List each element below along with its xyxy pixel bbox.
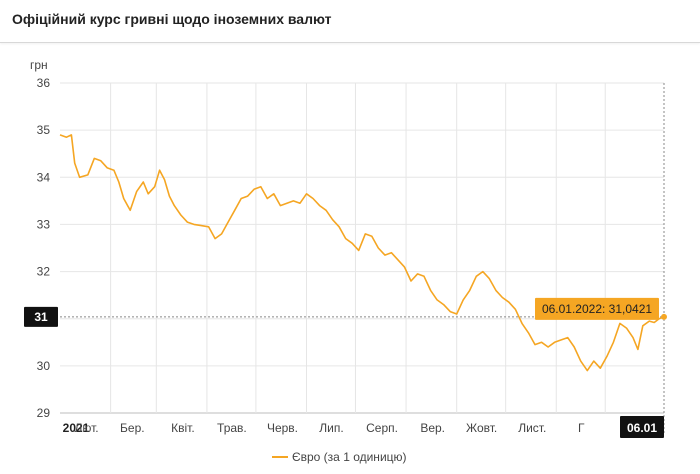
tooltip-text: 06.01.2022: 31,0421 bbox=[542, 302, 652, 316]
y-tick-label: 29 bbox=[37, 406, 51, 420]
y-crosshair-label: 31 bbox=[24, 306, 58, 327]
x-tick-label: Лют. bbox=[75, 421, 99, 435]
x-tick-label: Трав. bbox=[217, 421, 247, 435]
x-tick-label: Вер. bbox=[420, 421, 445, 435]
y-tick-label: 35 bbox=[37, 123, 51, 137]
x-crosshair-label: 06.01 bbox=[620, 416, 664, 438]
x-tick-label: Лист. bbox=[518, 421, 546, 435]
y-tick-label: 34 bbox=[37, 170, 51, 184]
tooltip: 06.01.2022: 31,0421 bbox=[535, 297, 659, 320]
legend[interactable]: Євро (за 1 одиницю) bbox=[272, 450, 407, 464]
hover-marker bbox=[661, 313, 667, 320]
x-tick-label: 2021 bbox=[63, 421, 90, 435]
chart-header: Офіційний курс гривні щодо іноземних вал… bbox=[0, 0, 700, 43]
x-tick-label: Квіт. bbox=[171, 421, 195, 435]
x-crosshair-value: 06.01 bbox=[627, 421, 657, 435]
y-axis-label: грн bbox=[30, 58, 48, 72]
grid bbox=[60, 82, 664, 414]
y-tick-label: 33 bbox=[37, 217, 51, 231]
x-tick-label: Серп. bbox=[366, 421, 398, 435]
x-tick-label: Жовт. bbox=[466, 421, 497, 435]
page-title: Офіційний курс гривні щодо іноземних вал… bbox=[12, 11, 332, 27]
x-tick-label: Бер. bbox=[120, 421, 145, 435]
series-line-euro[interactable] bbox=[59, 134, 665, 372]
y-tick-label: 30 bbox=[37, 359, 51, 373]
x-tick-label: Г bbox=[578, 421, 585, 435]
legend-label: Євро (за 1 одиницю) bbox=[292, 450, 407, 464]
y-crosshair-value: 31 bbox=[34, 310, 48, 324]
y-tick-label: 32 bbox=[37, 265, 51, 279]
x-tick-label: Лип. bbox=[319, 421, 343, 435]
y-axis: 29 30 31 32 33 34 35 36 bbox=[37, 76, 51, 420]
x-tick-label: Черв. bbox=[267, 421, 298, 435]
y-tick-label: 36 bbox=[37, 76, 51, 90]
